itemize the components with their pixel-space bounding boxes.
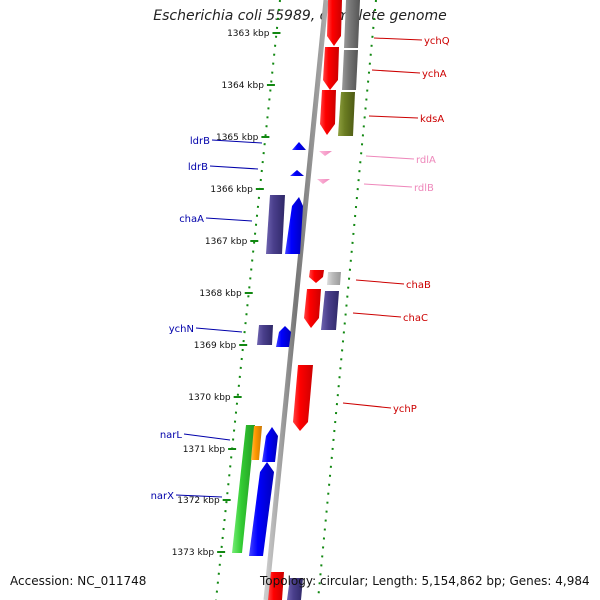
gene-label-ychQ[interactable]: ychQ: [424, 36, 450, 47]
gene-label-narX[interactable]: narX: [151, 491, 175, 502]
kbp-tick-label: 1363 kbp: [227, 29, 270, 39]
gene-unnamed-navy-1[interactable]: [266, 195, 285, 254]
gene-leader-line: [175, 494, 223, 498]
gene-leader-line: [205, 217, 253, 222]
gene-ychP-arrow[interactable]: [293, 365, 313, 431]
accession-text: Accession: NC_011748: [10, 574, 147, 588]
gene-rdlA-arrow[interactable]: [319, 151, 332, 156]
gene-unnamed-navy-2[interactable]: [321, 291, 339, 330]
kbp-tick-label: 1368 kbp: [199, 289, 242, 299]
gene-ychN-box[interactable]: [257, 325, 273, 345]
gene-unnamed-lgray[interactable]: [327, 272, 341, 285]
gene-leader-line: [195, 327, 243, 333]
gene-label-chaB[interactable]: chaB: [406, 280, 431, 291]
gene-leader-line: [183, 433, 231, 441]
gene-label-rdlB[interactable]: rdlB: [414, 183, 434, 194]
gene-leader-line: [371, 69, 421, 74]
gene-leader-line: [209, 165, 259, 170]
gene-narX-arrow[interactable]: [249, 462, 274, 556]
gene-label-ychN[interactable]: ychN: [169, 324, 194, 335]
gene-leader-line: [363, 183, 413, 188]
gene-ldrB-1-arrow[interactable]: [292, 142, 306, 150]
gene-unnamed-gray-1[interactable]: [344, 0, 360, 48]
gene-unnamed-navy-bottom[interactable]: [287, 578, 303, 600]
kbp-tick-label: 1367 kbp: [205, 237, 248, 247]
gene-ychQ-arrow[interactable]: [327, 0, 342, 46]
kbp-tick-label: 1365 kbp: [216, 133, 259, 143]
gene-unnamed-olive[interactable]: [338, 92, 355, 136]
gene-glyphs: [232, 0, 360, 600]
gene-labels: ychQ ychA kdsA ldrB rdlA ldrB rdlB chaA chaB chaC…: [151, 36, 450, 502]
kbp-tick-label: 1369 kbp: [194, 341, 237, 351]
gene-leader-line: [342, 402, 392, 409]
gene-leader-line: [355, 279, 405, 285]
gene-leader-line: [352, 312, 402, 318]
gene-leader-line: [211, 139, 263, 144]
gene-unnamed-orange[interactable]: [251, 426, 262, 460]
gene-chaC-arrow[interactable]: [304, 289, 321, 328]
gene-chaA-arrow[interactable]: [285, 197, 303, 254]
gene-label-ychA[interactable]: ychA: [422, 69, 447, 80]
gene-label-ychP[interactable]: ychP: [393, 404, 417, 415]
genome-backbone: [263, 0, 329, 600]
genome-summary-text: Topology: circular; Length: 5,154,862 bp…: [260, 574, 590, 588]
kbp-tick-label: 1364 kbp: [222, 81, 265, 91]
kbp-tick-label: 1373 kbp: [172, 548, 215, 558]
gene-leader-line: [368, 115, 419, 119]
kbp-tick-label: 1372 kbp: [177, 496, 220, 506]
gene-label-ldrB[interactable]: ldrB: [190, 136, 210, 147]
gene-label-chaA[interactable]: chaA: [179, 214, 204, 225]
gene-rdlB-arrow[interactable]: [317, 179, 330, 184]
page-title: Escherichia coli 55989, complete genome: [153, 8, 447, 24]
gene-unnamed-red-bottom[interactable]: [268, 572, 284, 600]
gene-unnamed-gray-2[interactable]: [342, 50, 358, 90]
gene-label-kdsA[interactable]: kdsA: [420, 114, 444, 125]
gene-label-narL[interactable]: narL: [160, 430, 183, 441]
gene-unnamed-green[interactable]: [232, 425, 255, 553]
kbp-tick-label: 1370 kbp: [188, 393, 231, 403]
gene-label-ldrB[interactable]: ldrB: [188, 162, 208, 173]
gene-unnamed-blue-1[interactable]: [276, 326, 291, 347]
kbp-tick-label: 1366 kbp: [210, 185, 253, 195]
gene-leader-line: [365, 155, 415, 160]
left-tick-guide: [215, 0, 281, 600]
gene-label-rdlA[interactable]: rdlA: [416, 155, 436, 166]
kbp-tick-label: 1371 kbp: [183, 445, 226, 455]
kbp-ticks: 1363 kbp 1364 kbp 1365 kbp 1366 kbp 1367 kbp…: [172, 29, 281, 558]
gene-chaB-arrow[interactable]: [309, 270, 324, 283]
right-tick-guide: [317, 0, 377, 600]
gene-narL-arrow[interactable]: [262, 427, 278, 462]
gene-leader-line: [373, 37, 423, 41]
gene-ychA-arrow[interactable]: [323, 47, 339, 90]
gene-kdsA-arrow[interactable]: [320, 90, 336, 135]
gene-ldrB-2-arrow[interactable]: [290, 170, 304, 176]
gene-label-chaC[interactable]: chaC: [403, 313, 428, 324]
